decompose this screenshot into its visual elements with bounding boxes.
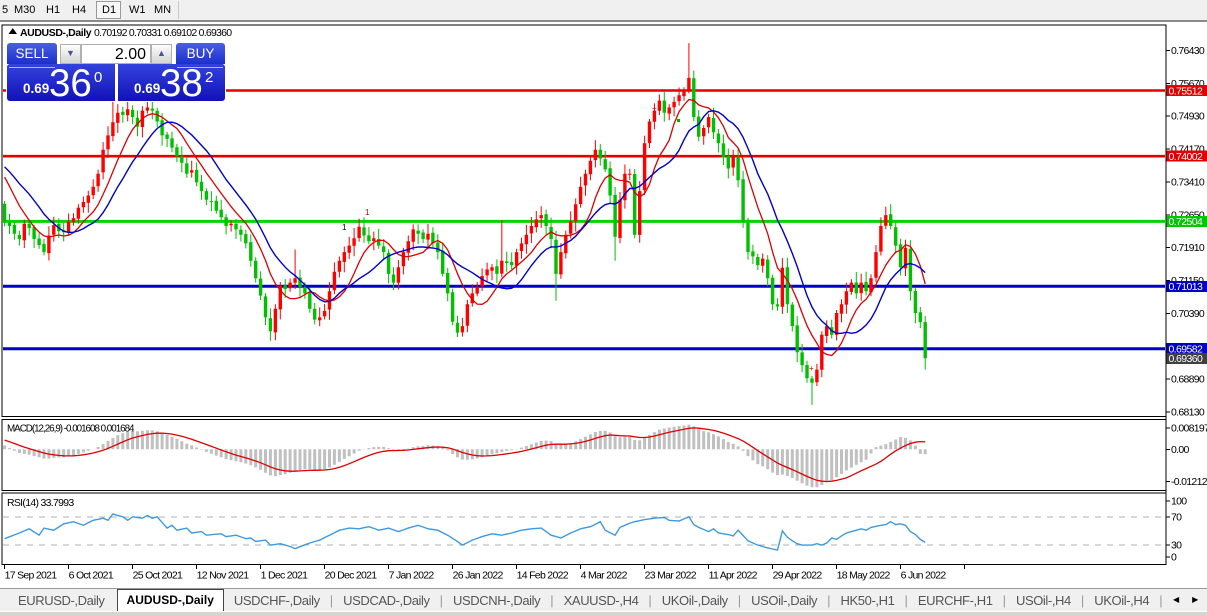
svg-text:0.69582: 0.69582 — [1169, 344, 1204, 356]
svg-text:0.73410: 0.73410 — [1171, 177, 1205, 189]
svg-text:0.70390: 0.70390 — [1171, 308, 1205, 320]
svg-text:0.008197: 0.008197 — [1171, 423, 1207, 435]
svg-text:25 Oct 2021: 25 Oct 2021 — [133, 570, 183, 582]
svg-text:70: 70 — [1171, 511, 1182, 523]
svg-text:AUDUSD-,Daily: AUDUSD-,Daily — [20, 27, 92, 39]
svg-text:0.71910: 0.71910 — [1171, 242, 1205, 254]
svg-text:1: 1 — [365, 208, 370, 217]
svg-text:+: + — [809, 364, 814, 373]
svg-text:0.69360: 0.69360 — [1169, 353, 1204, 365]
svg-text:0: 0 — [1171, 552, 1177, 564]
svg-text:18 May 2022: 18 May 2022 — [837, 570, 891, 582]
svg-text:0.74930: 0.74930 — [1171, 110, 1205, 122]
svg-text:0.00: 0.00 — [1171, 444, 1189, 456]
svg-text:1 Dec 2021: 1 Dec 2021 — [261, 570, 309, 582]
svg-text:0.68130: 0.68130 — [1171, 406, 1205, 418]
svg-text:+: + — [652, 104, 657, 113]
svg-text:0.68890: 0.68890 — [1171, 373, 1205, 385]
svg-text:20 Dec 2021: 20 Dec 2021 — [325, 570, 378, 582]
svg-text:0.75512: 0.75512 — [1169, 85, 1204, 97]
svg-text:0.71013: 0.71013 — [1169, 281, 1204, 293]
svg-text:23 Mar 2022: 23 Mar 2022 — [645, 570, 697, 582]
svg-text:12 Nov 2021: 12 Nov 2021 — [197, 570, 250, 582]
svg-text:6 Jun 2022: 6 Jun 2022 — [901, 570, 947, 582]
svg-text:0.74002: 0.74002 — [1169, 151, 1204, 163]
svg-text:4 Mar 2022: 4 Mar 2022 — [581, 570, 628, 582]
svg-text:6 Oct 2021: 6 Oct 2021 — [69, 570, 114, 582]
svg-text:RSI(14) 33.7993: RSI(14) 33.7993 — [7, 497, 74, 509]
svg-text:30: 30 — [1171, 540, 1182, 552]
svg-text:-0.01212: -0.01212 — [1171, 476, 1207, 488]
svg-text:11 Apr 2022: 11 Apr 2022 — [709, 570, 758, 582]
svg-text:26 Jan 2022: 26 Jan 2022 — [453, 570, 504, 582]
svg-text:29 Apr 2022: 29 Apr 2022 — [773, 570, 823, 582]
svg-text:17 Sep 2021: 17 Sep 2021 — [5, 570, 58, 582]
svg-text:MACD(12,26,9) -0.001608 0.0016: MACD(12,26,9) -0.001608 0.001684 — [7, 424, 135, 435]
svg-text:1: 1 — [342, 223, 347, 232]
svg-text:100: 100 — [1171, 496, 1187, 508]
svg-text:7 Jan 2022: 7 Jan 2022 — [389, 570, 435, 582]
svg-text:0.72504: 0.72504 — [1169, 216, 1204, 228]
svg-text:14 Feb 2022: 14 Feb 2022 — [517, 570, 569, 582]
svg-text:0.70192 0.70331 0.69102 0.6936: 0.70192 0.70331 0.69102 0.69360 — [94, 27, 232, 39]
svg-text:0.76430: 0.76430 — [1171, 45, 1205, 57]
